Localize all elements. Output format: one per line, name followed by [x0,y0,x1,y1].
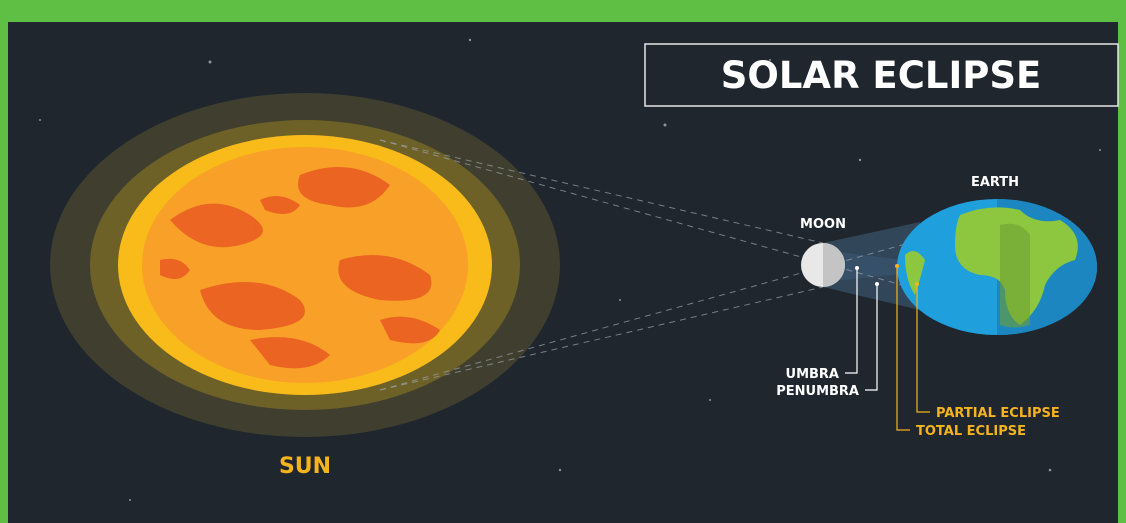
total-eclipse-label: TOTAL ECLIPSE [916,424,1026,439]
page: SOLAR ECLIPSE SUN MOON EARTH UMBRA PENUM… [0,0,1126,523]
title: SOLAR ECLIPSE [721,54,1042,97]
eclipse-diagram: SOLAR ECLIPSE SUN MOON EARTH UMBRA PENUM… [0,0,1126,523]
earth-label: EARTH [971,175,1019,190]
partial-eclipse-label: PARTIAL ECLIPSE [936,406,1060,421]
penumbra-label: PENUMBRA [776,384,859,399]
earth [897,199,1097,335]
umbra-label: UMBRA [786,367,839,382]
sun [50,93,560,437]
moon-label: MOON [800,217,846,232]
sun-label: SUN [279,454,331,479]
moon [801,243,845,287]
